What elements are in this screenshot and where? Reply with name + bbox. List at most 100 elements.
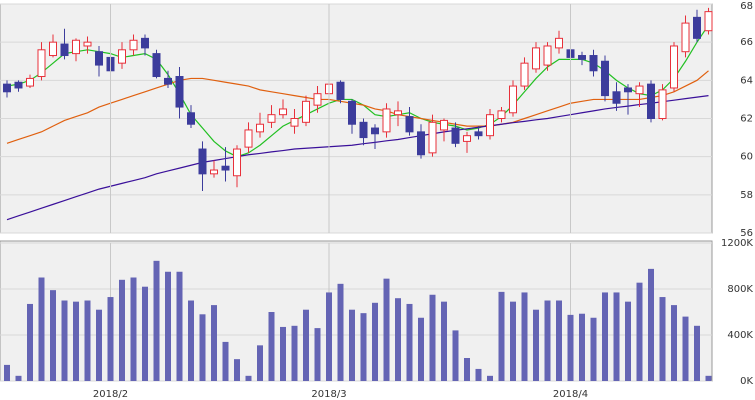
y-tick-label: 62 — [740, 114, 753, 125]
volume-bar — [372, 302, 378, 381]
volume-bar — [579, 313, 585, 381]
volume-bar — [395, 298, 401, 381]
volume-bar — [625, 301, 631, 381]
volume-bar — [326, 292, 332, 381]
volume-bar — [188, 300, 194, 381]
volume-bar — [153, 260, 160, 381]
candle-body — [187, 112, 195, 125]
candle-body — [601, 60, 609, 97]
y-tick-label: 60 — [740, 152, 753, 163]
candle-body — [589, 55, 598, 72]
candle-body — [37, 49, 46, 78]
candle-body — [578, 55, 586, 60]
candle-body — [129, 39, 138, 51]
candle-body — [382, 108, 391, 133]
volume-bar — [291, 325, 298, 381]
volume-bar — [234, 359, 240, 381]
candle-body — [520, 62, 529, 87]
candle-body — [244, 129, 253, 148]
y-tick-label: 66 — [740, 37, 753, 48]
volume-bar — [533, 309, 539, 381]
y-tick-label: 68 — [740, 1, 753, 12]
y-tick-label: 58 — [740, 190, 753, 201]
candle-body — [267, 114, 276, 123]
candle-body — [635, 85, 644, 95]
candle-body — [152, 53, 161, 78]
candle-body — [302, 100, 310, 123]
volume-bar — [590, 317, 597, 381]
candle-body — [486, 114, 494, 137]
volume-bar — [648, 268, 654, 381]
candle-body — [175, 76, 184, 108]
volume-bar — [142, 286, 148, 381]
volume-bar — [199, 314, 206, 381]
candle-body — [624, 87, 632, 93]
volume-bar — [613, 292, 620, 381]
candle-body — [463, 135, 471, 142]
candle-body — [72, 39, 80, 55]
candle-body — [221, 165, 230, 171]
volume-bar — [303, 309, 309, 381]
candle-body — [49, 41, 57, 57]
volume-bar — [556, 300, 562, 381]
candle-body — [428, 121, 437, 154]
volume-bar — [475, 368, 482, 381]
candle-body — [256, 123, 264, 133]
candle-body — [405, 116, 414, 133]
volume-bar — [107, 297, 114, 381]
volume-bar — [464, 358, 470, 381]
y-tick-label: 64 — [740, 75, 753, 86]
volume-bar — [119, 279, 125, 381]
candle-body — [497, 110, 506, 120]
volume-bar — [130, 277, 137, 381]
volume-bar — [349, 309, 355, 381]
candle-body — [26, 77, 34, 87]
candle-body — [3, 83, 11, 93]
volume-bar — [211, 305, 217, 381]
candle-body — [336, 81, 345, 100]
volume-bar — [257, 345, 263, 381]
volume-bar — [314, 328, 321, 381]
volume-bar — [567, 314, 574, 381]
volume-bar — [694, 325, 700, 381]
candle-body — [394, 110, 402, 116]
y-tick-label: 1200K — [721, 238, 753, 249]
volume-bar — [165, 271, 171, 381]
candle-body — [290, 118, 299, 127]
volume-bar — [360, 313, 367, 381]
candle-body — [440, 119, 448, 131]
candle-body — [704, 11, 713, 32]
volume-bar — [50, 290, 56, 381]
candle-body — [164, 77, 172, 85]
candle-body — [359, 121, 368, 139]
y-tick-label: 800K — [727, 284, 753, 295]
volume-bar — [441, 301, 447, 381]
volume-bar — [671, 305, 677, 381]
candle-body — [118, 49, 126, 64]
y-tick-label: 400K — [727, 330, 753, 341]
candle-body — [14, 81, 23, 89]
volume-bar — [27, 303, 33, 381]
volume-bar — [498, 291, 505, 381]
volume-bar — [73, 301, 79, 381]
volume-bar — [245, 375, 252, 381]
volume-bar — [383, 278, 390, 381]
volume-bar — [429, 294, 436, 381]
volume-bar — [15, 375, 22, 381]
candle-body — [198, 148, 207, 175]
volume-bar — [418, 317, 424, 381]
x-tick-label: 2018/2 — [93, 389, 128, 400]
volume-bar — [510, 301, 516, 381]
candle-body — [693, 16, 701, 39]
volume-bar — [487, 375, 493, 381]
volume-bar — [337, 283, 344, 381]
volume-bar — [268, 312, 275, 381]
candle-body — [543, 45, 552, 66]
candle-body — [681, 22, 690, 53]
volume-bar — [222, 341, 229, 381]
volume-bar — [406, 303, 413, 381]
volume-bar — [705, 375, 712, 381]
volume-bar — [96, 309, 102, 381]
